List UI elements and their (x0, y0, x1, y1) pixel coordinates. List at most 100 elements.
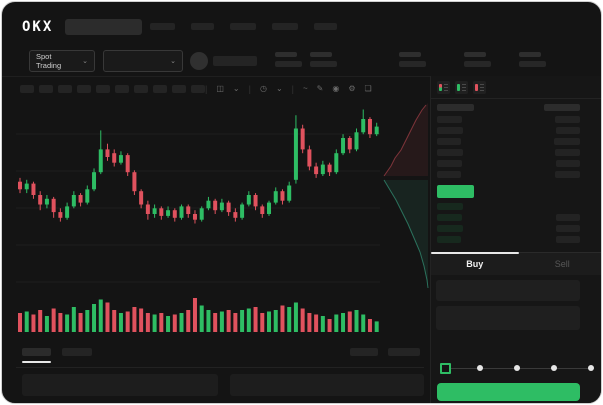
coin-icon (190, 52, 208, 70)
amount-column-header (544, 104, 580, 111)
toolbar-button-placeholder[interactable] (153, 85, 167, 93)
divider: | (205, 83, 208, 94)
price-column-header (437, 104, 474, 111)
price-placeholder (437, 149, 463, 156)
toolbar-button-placeholder[interactable] (58, 85, 72, 93)
nav-item-placeholder[interactable] (230, 23, 256, 30)
price-placeholder (437, 225, 463, 232)
order-book-row[interactable] (437, 169, 580, 180)
bottom-tab-active[interactable] (22, 348, 51, 356)
order-book-row[interactable] (437, 223, 580, 234)
amount-slider[interactable] (440, 363, 594, 374)
slider-step-dot[interactable] (551, 365, 557, 371)
order-book-row[interactable] (437, 201, 580, 212)
combined-book-icon[interactable] (437, 81, 450, 94)
amount-placeholder (555, 116, 580, 123)
price-placeholder (437, 214, 462, 221)
price-placeholder (437, 127, 463, 134)
bottom-action-placeholder[interactable] (388, 348, 420, 356)
search-input[interactable] (65, 19, 142, 35)
amount-placeholder (556, 236, 580, 243)
chart-toolbar-placeholders (20, 85, 205, 93)
toolbar-button-placeholder[interactable] (77, 85, 91, 93)
pair-name-placeholder (213, 56, 257, 66)
chevron-down-icon[interactable]: ⌄ (275, 84, 283, 93)
order-book-row[interactable] (437, 147, 580, 158)
amount-placeholder (555, 171, 580, 178)
amount-placeholder (556, 127, 580, 134)
slider-step-dot[interactable] (514, 365, 520, 371)
price-placeholder (437, 116, 462, 123)
camera-icon[interactable]: ◉ (332, 84, 340, 93)
interval-icon[interactable]: ◷ (259, 84, 267, 93)
top-nav (150, 23, 337, 30)
volume-chart (18, 298, 379, 332)
chart-toolbar-icons: | ◫ ⌄ | ◷ ⌄ | ~ ✎ ◉ ⚙ ❏ (205, 84, 372, 94)
bottom-tab-underline (22, 361, 51, 363)
toolbar-button-placeholder[interactable] (115, 85, 129, 93)
chevron-down-icon[interactable]: ⌄ (232, 84, 240, 93)
slider-handle[interactable] (440, 363, 451, 374)
toolbar-button-placeholder[interactable] (20, 85, 34, 93)
order-book-header (437, 102, 580, 113)
amount-placeholder (556, 160, 580, 167)
order-book-row[interactable] (437, 234, 580, 245)
order-book-row[interactable] (437, 114, 580, 125)
order-book-row[interactable] (437, 212, 580, 223)
last-price-indicator[interactable] (437, 185, 474, 198)
price-placeholder (437, 171, 461, 178)
buy-button[interactable] (437, 383, 580, 401)
bottom-action-placeholder[interactable] (350, 348, 378, 356)
toolbar-button-placeholder[interactable] (191, 85, 205, 93)
buy-tab-underline (431, 252, 519, 254)
toolbar-button-placeholder[interactable] (134, 85, 148, 93)
order-book-row[interactable] (437, 125, 580, 136)
amount-input[interactable] (436, 306, 580, 330)
fullscreen-icon[interactable]: ❏ (364, 84, 372, 93)
bids-only-icon[interactable] (455, 81, 468, 94)
order-book-divider (431, 98, 601, 99)
price-placeholder (437, 236, 461, 243)
price-input[interactable] (436, 280, 580, 301)
slider-step-dot[interactable] (477, 365, 483, 371)
amount-placeholder (555, 149, 580, 156)
ticker-stat-placeholder (399, 52, 426, 67)
settings-icon[interactable]: ⚙ (348, 84, 356, 93)
spot-trading-selector[interactable]: Spot Trading ⌄ (29, 50, 95, 72)
spot-trading-label: Spot Trading (36, 52, 62, 70)
toolbar-button-placeholder[interactable] (172, 85, 186, 93)
asks-only-icon[interactable] (473, 81, 486, 94)
tab-buy[interactable]: Buy (466, 259, 484, 269)
divider: | (291, 83, 294, 94)
order-book-row[interactable] (437, 158, 580, 169)
nav-item-placeholder[interactable] (191, 23, 214, 30)
order-book-row[interactable] (437, 136, 580, 147)
bottom-panel-right (230, 374, 424, 396)
ticker-stat-placeholder (519, 52, 546, 67)
candle-style-icon[interactable]: ◫ (216, 84, 224, 93)
divider: | (248, 83, 251, 94)
slider-step-dot[interactable] (588, 365, 594, 371)
ask-rows (437, 114, 580, 180)
pair-selector[interactable]: ⌄ (103, 50, 183, 72)
chevron-down-icon: ⌄ (170, 58, 176, 65)
toolbar-button-placeholder[interactable] (96, 85, 110, 93)
nav-item-placeholder[interactable] (150, 23, 175, 30)
bid-rows (437, 201, 580, 245)
amount-placeholder (554, 138, 580, 145)
bottom-panel-left (22, 374, 218, 396)
toolbar-button-placeholder[interactable] (39, 85, 53, 93)
draw-icon[interactable]: ✎ (316, 84, 324, 93)
bottom-tab[interactable] (62, 348, 92, 356)
price-placeholder (437, 203, 463, 210)
nav-item-placeholder[interactable] (314, 23, 337, 30)
amount-placeholder (556, 214, 580, 221)
candlestick-chart[interactable] (16, 100, 380, 294)
tab-sell[interactable]: Sell (554, 259, 570, 269)
okx-logo: OKX (22, 19, 54, 35)
indicator-line-icon[interactable]: ~ (302, 84, 308, 93)
order-book-view-toggles (437, 81, 486, 94)
ticker-stat-placeholder (464, 52, 491, 67)
nav-item-placeholder[interactable] (272, 23, 298, 30)
